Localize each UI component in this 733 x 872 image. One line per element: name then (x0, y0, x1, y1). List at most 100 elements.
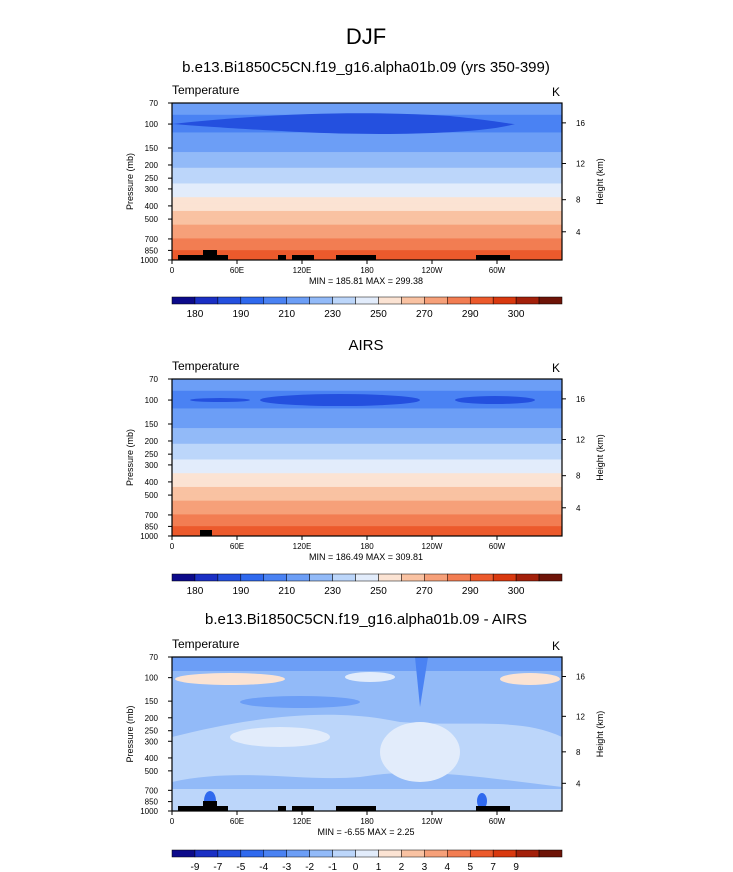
height-tick-label: 16 (576, 672, 585, 681)
diff-region-near-zero (380, 722, 460, 782)
colorbar-swatch (240, 849, 265, 858)
longitude-tick-label: 180 (360, 817, 374, 826)
colorbar-swatch (332, 296, 356, 305)
colorbar-swatch (515, 849, 540, 858)
terrain-block (336, 255, 376, 260)
temperature-band (172, 408, 562, 411)
units-label: K (552, 85, 560, 99)
temperature-band (172, 183, 562, 187)
temperature-band (172, 195, 562, 198)
temperature-band (172, 534, 562, 536)
temperature-band (172, 252, 562, 255)
pressure-tick-label: 300 (145, 185, 159, 194)
pressure-tick-label: 1000 (140, 807, 158, 816)
temperature-band (172, 449, 562, 453)
temperature-band (172, 159, 562, 163)
colorbar-label: 300 (508, 586, 525, 597)
colorbar-swatch (469, 573, 494, 582)
colorbar-swatch (194, 296, 219, 305)
colorbar-swatch (217, 573, 242, 582)
height-tick-label: 12 (576, 435, 585, 444)
temperature-band (172, 110, 562, 114)
temperature-band (172, 248, 562, 251)
temperature-band (172, 230, 562, 234)
temperature-band (172, 384, 562, 388)
pressure-tick-label: 700 (145, 235, 159, 244)
temperature-band (172, 498, 562, 502)
colorbar-swatch (469, 849, 494, 858)
pressure-tick-label: 250 (145, 727, 159, 736)
min-max-stats: MIN = 185.81 MAX = 299.38 (309, 276, 423, 286)
temperature-band (172, 447, 562, 451)
colorbar-label: 180 (187, 586, 204, 597)
colorbar-label: 290 (462, 309, 479, 320)
temperature-band (172, 516, 562, 519)
temperature-band (172, 441, 562, 445)
temperature-band (172, 461, 562, 464)
colorbar-swatch (515, 296, 540, 305)
diff-region-negative (415, 657, 428, 707)
y-axis-label: Pressure (mb) (125, 705, 135, 762)
colorbar-swatch (515, 573, 540, 582)
terrain-block (203, 801, 217, 811)
temperature-band (172, 532, 562, 535)
temperature-band (172, 212, 562, 216)
colorbar-swatch (401, 296, 425, 305)
temperature-band (172, 475, 562, 478)
colorbar-swatch (492, 849, 517, 858)
temperature-band (172, 161, 562, 165)
height-tick-label: 8 (576, 748, 581, 757)
temperature-band (172, 443, 562, 447)
temperature-band (172, 236, 562, 240)
temperature-band (172, 203, 562, 206)
longitude-tick-label: 60W (489, 817, 506, 826)
y-axis-right-label: Height (km) (595, 711, 605, 758)
temperature-band (172, 138, 562, 141)
temperature-band (172, 142, 562, 145)
temperature-band (172, 134, 562, 137)
temperature-band (172, 514, 562, 517)
temperature-band (172, 157, 562, 161)
colorbar-label: 250 (370, 586, 387, 597)
panel-title: b.e13.Bi1850C5CN.f19_g16.alpha01b.09 - A… (205, 611, 527, 628)
colorbar-swatch (240, 296, 265, 305)
height-tick-label: 4 (576, 779, 581, 788)
temperature-band (172, 155, 562, 159)
height-tick-label: 12 (576, 159, 585, 168)
pressure-tick-label: 150 (145, 420, 159, 429)
colorbar-swatch (401, 573, 425, 582)
pressure-tick-label: 1000 (140, 256, 158, 265)
colorbar-swatch (263, 296, 287, 305)
temperature-band (172, 490, 562, 494)
colorbar-label: 250 (370, 309, 387, 320)
longitude-tick-label: 60E (230, 817, 244, 826)
colorbar-swatch (424, 296, 448, 305)
temperature-band (172, 154, 562, 157)
panel-2: AIRS Temperature K 70 100 150 200 250 300 400 500 7… (125, 337, 605, 597)
pressure-tick-label: 400 (145, 202, 159, 211)
temperature-band (172, 506, 562, 510)
temperature-band (172, 439, 562, 443)
colorbar-label: -9 (190, 862, 199, 872)
temperature-band (172, 453, 562, 457)
longitude-tick-label: 60W (489, 542, 506, 551)
temperature-band (172, 410, 562, 413)
pressure-tick-label: 70 (149, 653, 158, 662)
longitude-tick-label: 120E (293, 266, 312, 275)
temperature-band (172, 392, 562, 396)
temperature-band (172, 244, 562, 247)
temperature-band (172, 471, 562, 474)
temperature-band (172, 518, 562, 521)
pressure-tick-label: 200 (145, 437, 159, 446)
colorbar-swatch (401, 849, 425, 858)
temperature-band (172, 459, 562, 463)
colorbar-label: -2 (305, 862, 314, 872)
temperature-band (172, 144, 562, 147)
colorbar-label: 4 (445, 862, 451, 872)
temperature-band (172, 502, 562, 506)
pressure-tick-label: 100 (145, 120, 159, 129)
colorbar-swatch (217, 849, 242, 858)
temperature-band (172, 418, 562, 421)
temperature-band (172, 473, 562, 476)
temperature-band (172, 103, 562, 106)
